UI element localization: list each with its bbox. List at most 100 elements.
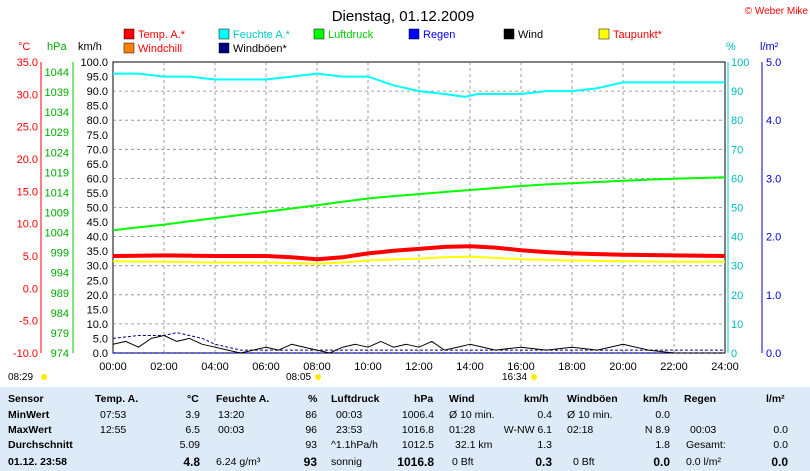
temp-tick-label: 35.0 — [17, 57, 38, 69]
chart-title: Dienstag, 01.12.2009 — [332, 8, 475, 25]
wind-tick-label: 90.0 — [87, 86, 108, 98]
row-max-hum: 96 — [305, 424, 317, 436]
stats-header-rain-unit: l/m² — [766, 393, 785, 405]
series-taupunkt-line — [112, 255, 725, 265]
pressure-unit: hPa — [47, 41, 67, 53]
stats-header-press-unit: hPa — [414, 393, 434, 405]
stats-header-wind-unit: km/h — [524, 393, 549, 405]
series-wind-line — [112, 335, 725, 354]
wind-tick-label: 80.0 — [87, 115, 108, 127]
stats-header-gust: Windböen — [567, 393, 618, 405]
wind-tick-label: 40.0 — [87, 232, 108, 244]
humidity-tick-label: 0 — [731, 348, 737, 360]
legend-label-6: Windchill — [138, 43, 182, 55]
x-tick-label: 16:00 — [507, 361, 535, 373]
temp-tick-label: 30.0 — [17, 89, 38, 101]
row-avg-hum: 93 — [305, 439, 317, 451]
row-current-label: 01.12. 23:58 — [8, 456, 67, 468]
axis-units: °C hPa km/h % l/m² — [18, 41, 779, 53]
legend-swatch-3 — [408, 28, 420, 40]
series-tempa-line — [112, 244, 726, 262]
rain-tick-label: 1.0 — [766, 290, 781, 302]
x-tick-label: 08:00 — [303, 361, 331, 373]
row-max-wind: W-NW 6.1 — [503, 424, 552, 436]
row-max-temp-time: 12:55 — [100, 424, 127, 436]
humidity-tick-label: 80 — [731, 115, 743, 127]
temp-tick-label: 25.0 — [17, 122, 38, 134]
row-min-wind: 0.4 — [537, 409, 552, 421]
row-current-gust-bft: 0 Bft — [573, 456, 595, 468]
stats-header-temp-unit: °C — [187, 393, 199, 405]
temp-unit: °C — [18, 41, 30, 53]
row-current-weather: sonnig — [331, 456, 362, 468]
humidity-tick-label: 40 — [731, 232, 743, 244]
row-current-press: 1016.8 — [397, 455, 434, 469]
pressure-tick-label: 974 — [51, 348, 69, 360]
humidity-tick-label: 10 — [731, 319, 743, 331]
temp-tick-label: 15.0 — [17, 186, 38, 198]
stats-header-wind: Wind — [449, 393, 475, 405]
row-min-hum: 86 — [305, 409, 317, 421]
row-current-rain: 0.0 — [771, 455, 788, 469]
row-avg-rain-label: Gesamt: — [686, 439, 726, 451]
row-min-hum-time: 13:20 — [218, 409, 245, 421]
row-avg-press-trend: ^1.1hPa/h — [331, 439, 378, 451]
weather-chart: Dienstag, 01.12.2009 © Weber Mike Temp. … — [8, 6, 808, 383]
stats-header-rain: Regen — [684, 393, 717, 405]
sunrise-icon — [41, 374, 47, 380]
row-avg-label: Durchschnitt — [8, 439, 73, 451]
stats-header-sensor: Sensor — [8, 393, 44, 405]
row-max-label: MaxWert — [8, 424, 52, 436]
pressure-tick-label: 1039 — [45, 87, 69, 99]
row-current-hum: 93 — [303, 455, 317, 469]
row-avg-gust: 1.8 — [655, 439, 670, 451]
series-feuchtea-line — [113, 72, 725, 98]
legend-swatch-4 — [503, 28, 515, 40]
wind-tick-label: 75.0 — [87, 130, 108, 142]
legend-label-3: Regen — [423, 29, 455, 41]
sunset-left-time: 08:05 — [286, 372, 311, 383]
wind-tick-label: 100.0 — [80, 57, 108, 69]
legend-swatch-7 — [218, 42, 230, 54]
row-min-wind-label: Ø 10 min. — [449, 409, 495, 421]
x-tick-label: 14:00 — [456, 361, 484, 373]
row-max-press-time: 23:53 — [336, 424, 363, 436]
x-tick-label: 18:00 — [558, 361, 586, 373]
row-max-wind-time: 01:28 — [449, 424, 476, 436]
wind-tick-label: 60.0 — [87, 173, 108, 185]
wind-tick-label: 30.0 — [87, 261, 108, 273]
x-tick-label: 00:00 — [99, 361, 127, 373]
pressure-tick-label: 999 — [51, 248, 69, 260]
rain-tick-label: 5.0 — [766, 57, 781, 69]
row-min-gust: 0.0 — [655, 409, 670, 421]
temp-tick-label: 0.0 — [23, 283, 38, 295]
series-windben-line — [112, 332, 725, 351]
row-min-gust-label: Ø 10 min. — [567, 409, 613, 421]
legend-swatch-1 — [218, 28, 230, 40]
wind-tick-label: 50.0 — [87, 203, 108, 215]
legend-swatch-2 — [313, 28, 325, 40]
stats-header-gust-unit: km/h — [643, 393, 668, 405]
row-current-rain-total: 0.0 l/m² — [686, 456, 722, 468]
row-max-gust: N 8.9 — [644, 424, 670, 436]
row-avg-temp: 5.09 — [179, 439, 200, 451]
wind-tick-label: 85.0 — [87, 101, 108, 113]
temp-tick-label: -10.0 — [13, 348, 38, 360]
row-max-hum-time: 00:03 — [218, 424, 245, 436]
legend-swatch-6 — [123, 42, 135, 54]
sunset-right-time: 16:34 — [502, 372, 527, 383]
x-tick-label: 22:00 — [660, 361, 688, 373]
sun-icon-right — [531, 374, 537, 380]
row-min-temp-time: 07:53 — [100, 409, 127, 421]
x-tick-label: 02:00 — [150, 361, 178, 373]
row-avg-press: 1012.5 — [401, 439, 434, 451]
humidity-tick-label: 50 — [731, 203, 743, 215]
stats-header-press: Luftdruck — [331, 393, 380, 405]
wind-unit: km/h — [78, 41, 102, 53]
pressure-tick-label: 1009 — [45, 208, 69, 220]
stats-header-temp: Temp. A. — [95, 393, 139, 405]
pressure-tick-label: 1004 — [45, 228, 69, 240]
rain-tick-label: 4.0 — [766, 115, 781, 127]
pressure-tick-label: 1029 — [45, 127, 69, 139]
legend-label-1: Feuchte A.* — [233, 29, 291, 41]
